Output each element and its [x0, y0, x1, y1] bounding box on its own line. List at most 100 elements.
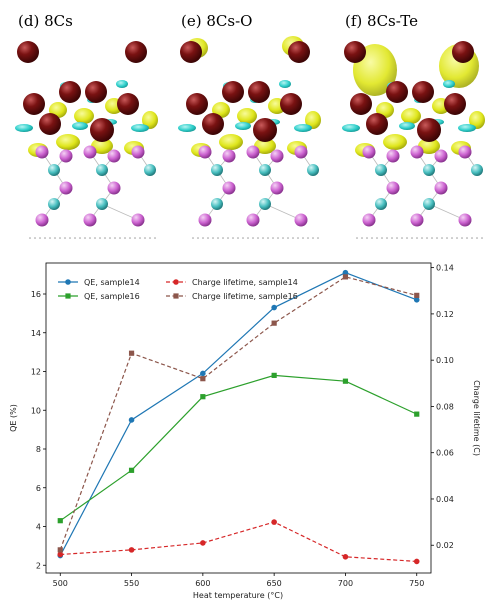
y-tick-label: 14: [31, 329, 41, 338]
lattice-dot: [44, 237, 46, 239]
atom-cs: [248, 81, 270, 103]
atom-magenta: [198, 145, 212, 159]
atom-teal: [259, 198, 271, 210]
isosurface-cyan: [131, 124, 149, 132]
x-tick-label: 750: [409, 579, 424, 588]
legend-label: Charge lifetime, sample14: [192, 278, 298, 287]
atom-teal: [259, 164, 271, 176]
lattice-dot: [114, 237, 116, 239]
atom-magenta: [222, 181, 236, 195]
atom-teal: [471, 164, 483, 176]
lattice-dot: [361, 237, 363, 239]
atom-cs: [222, 81, 244, 103]
atom-magenta: [458, 145, 472, 159]
lattice-dot: [144, 237, 146, 239]
lattice-dot: [386, 237, 388, 239]
atom-magenta: [434, 181, 448, 195]
series-point: [200, 394, 206, 400]
left-axis-ticks: 2 4 6 8 10 12 14 16: [31, 290, 46, 570]
legend-swatch-marker: [173, 279, 179, 285]
series-line-0: [59, 272, 417, 556]
lattice-dot: [202, 237, 204, 239]
isosurface-yellow: [219, 134, 243, 150]
atom-magenta: [410, 213, 424, 227]
lattice-dot: [129, 237, 131, 239]
isosurface-cyan: [342, 124, 360, 132]
atom-magenta: [83, 145, 97, 159]
lattice-dot: [277, 237, 279, 239]
atom-magenta: [107, 181, 121, 195]
atom-cs: [444, 93, 466, 115]
lattice-dot: [436, 237, 438, 239]
isosurface-yellow: [383, 134, 407, 150]
isosurface-cyan: [458, 124, 476, 132]
atom-cs: [85, 81, 107, 103]
atom-cs: [350, 93, 372, 115]
series-point: [414, 411, 420, 417]
legend-label: QE, sample14: [84, 278, 140, 287]
series-point: [342, 274, 349, 280]
lattice-dot: [84, 237, 86, 239]
legend-swatch-marker: [65, 279, 71, 285]
lattice-dot: [124, 237, 126, 239]
atom-magenta: [131, 213, 145, 227]
lattice-dot: [287, 237, 289, 239]
panel-label-e: (e) 8Cs-O: [181, 12, 252, 30]
lattice-dot: [39, 237, 41, 239]
lattice-dot: [441, 237, 443, 239]
x-tick-label: 550: [124, 579, 139, 588]
lattice-dot: [99, 237, 101, 239]
lattice-dot: [54, 237, 56, 239]
y-right-tick-label: 0.08: [436, 402, 454, 411]
lattice-dot: [391, 237, 393, 239]
atom-magenta: [83, 213, 97, 227]
x-tick-label: 700: [338, 579, 353, 588]
lattice-dot: [232, 237, 234, 239]
y-axis-right-label: Charge lifetime (C): [472, 380, 481, 456]
isosurface-yellow: [142, 111, 158, 129]
series-point: [200, 540, 206, 546]
lattice-dot: [431, 237, 433, 239]
lattice-dot: [481, 237, 483, 239]
structure-illustration: [178, 36, 321, 239]
lattice-dot: [376, 237, 378, 239]
atom-teal: [48, 198, 60, 210]
lattice-dot: [94, 237, 96, 239]
lattice-dot: [247, 237, 249, 239]
atom-magenta: [35, 145, 49, 159]
atom-cs: [125, 41, 147, 63]
isosurface-cyan: [399, 122, 415, 130]
lattice-dot: [292, 237, 294, 239]
lattice-dot: [401, 237, 403, 239]
atom-cs: [186, 93, 208, 115]
atom-cs: [412, 81, 434, 103]
legend-swatch-marker: [173, 293, 179, 299]
lattice-dot: [237, 237, 239, 239]
series-point: [200, 376, 206, 382]
series-point: [57, 547, 63, 553]
atom-magenta: [246, 145, 260, 159]
lattice-dot: [212, 237, 214, 239]
atom-teal: [375, 164, 387, 176]
lattice-dot: [242, 237, 244, 239]
atom-cs: [59, 81, 81, 103]
lattice-dot: [471, 237, 473, 239]
y-tick-label: 10: [31, 406, 41, 415]
lattice-dot: [119, 237, 121, 239]
atom-cs: [344, 41, 366, 63]
lattice-dot: [381, 237, 383, 239]
lattice-dot: [104, 237, 106, 239]
isosurface-cyan: [443, 80, 455, 88]
x-tick-label: 500: [53, 579, 68, 588]
isosurface-yellow: [254, 138, 276, 154]
series-point: [128, 547, 135, 553]
bond-line: [264, 203, 302, 221]
y-tick-label: 4: [36, 523, 41, 532]
y-right-tick-label: 0.12: [436, 310, 454, 319]
lattice-dot: [451, 237, 453, 239]
atom-teal: [375, 198, 387, 210]
y-tick-label: 16: [31, 290, 41, 299]
structure-panel-d: (d) 8Cs: [15, 12, 158, 239]
series-point: [128, 467, 135, 473]
lattice-dot: [64, 237, 66, 239]
